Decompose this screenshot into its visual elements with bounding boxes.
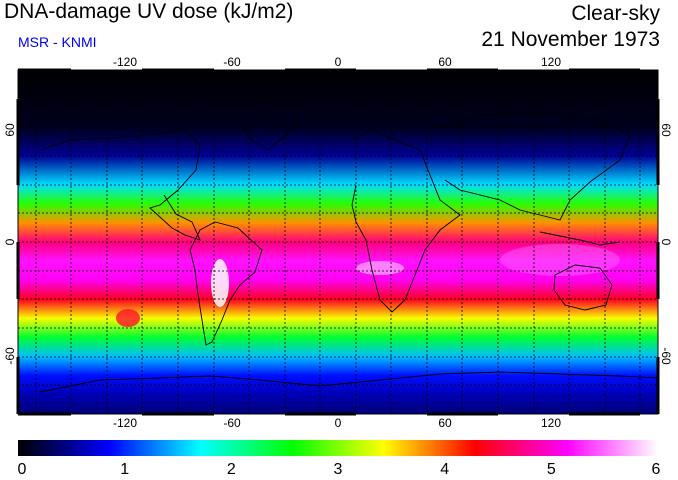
map-frame [16, 68, 660, 416]
colorbar-tick-label: 5 [547, 461, 556, 478]
colorbar-tick-label: 2 [227, 461, 236, 478]
coastline-greenland [229, 99, 301, 151]
lon-tick-label: 0 [335, 416, 342, 430]
lat-tick-label: 60 [659, 123, 673, 137]
colorbar-labels: 0 1 2 3 4 5 6 [18, 461, 661, 478]
lon-tick-label: -120 [113, 55, 137, 69]
coastline-australia [553, 264, 613, 311]
lon-tick-label: 60 [438, 416, 452, 430]
sky-condition: Clear-sky [571, 2, 660, 25]
map-source: MSR - KNMI [18, 34, 97, 50]
coastlines [39, 99, 658, 393]
lon-tick-label: -60 [223, 55, 241, 69]
lon-tick-label: -60 [223, 416, 241, 430]
colorbar-tick-label: 3 [334, 461, 343, 478]
colorbar-fill [18, 440, 658, 456]
lat-tick-label: -60 [3, 347, 17, 365]
lon-labels-top: -120 -60 0 60 120 [113, 55, 561, 69]
uv-hotspot-pacific [500, 244, 620, 276]
lat-tick-label: 0 [659, 239, 673, 246]
lon-tick-label: 0 [335, 55, 342, 69]
lon-labels-bottom: -120 -60 0 60 120 [113, 416, 561, 430]
graticule [18, 70, 658, 414]
lon-tick-label: 60 [438, 55, 452, 69]
uv-hotspot-africa [356, 261, 404, 275]
frame-segments [16, 68, 660, 416]
coastline-north-america [39, 129, 201, 241]
coastline-south-america [189, 221, 263, 346]
lon-tick-label: 120 [541, 416, 561, 430]
lat-tick-label: 60 [3, 123, 17, 137]
uv-patch-south-pacific [116, 309, 140, 327]
lat-labels-right: 60 0 -60 [659, 123, 673, 365]
colorbar: 0 1 2 3 4 5 6 [18, 440, 661, 478]
lat-labels-left: 60 0 -60 [3, 123, 17, 365]
map-date: 21 November 1973 [481, 28, 660, 51]
coastline-indonesia [539, 231, 621, 246]
coastline-antarctica [39, 371, 658, 393]
coastline-asia [429, 111, 631, 221]
colorbar-tick-label: 4 [440, 461, 449, 478]
colorbar-tick-label: 0 [18, 461, 27, 478]
lon-tick-label: -120 [113, 416, 137, 430]
lat-tick-label: -60 [659, 347, 673, 365]
map-panel [18, 70, 658, 414]
lon-tick-label: 120 [541, 55, 561, 69]
map-title: DNA-damage UV dose (kJ/m2) [4, 0, 294, 23]
lat-tick-label: 0 [3, 238, 17, 245]
colorbar-tick-label: 6 [652, 461, 661, 478]
coastline-europe-africa [351, 129, 461, 313]
colorbar-tick-label: 1 [120, 461, 129, 478]
